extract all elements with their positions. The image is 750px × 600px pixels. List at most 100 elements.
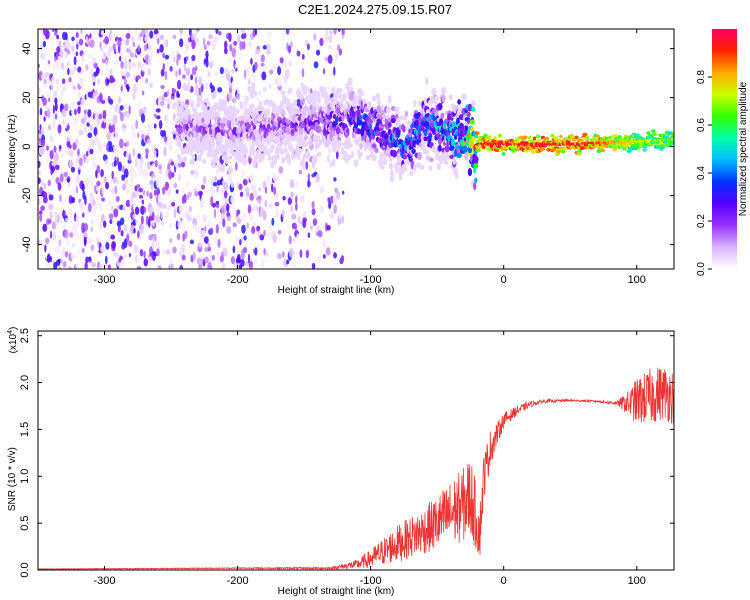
spectrogram-cell [419,164,425,170]
spectrogram-cell [260,258,265,269]
spectrogram-cell [104,255,108,265]
spectrogram-cell [311,201,315,209]
spectrogram-cell [187,77,191,85]
spectrogram-cell [198,96,203,104]
spectrogram-cell [162,249,166,255]
spectrogram-cell [207,246,211,252]
spectrogram-cell [331,158,336,167]
spectrogram-cell [135,119,139,130]
spectrogram-cell [38,87,41,96]
spectrogram-cell [413,164,417,172]
spectrogram-cell [41,126,45,135]
spectrogram-cell [64,251,69,258]
spectrogram-cell [146,190,149,197]
spectrogram-cell [232,222,237,228]
spectrogram-cell [75,51,79,57]
spectrogram-cell [142,169,148,178]
spectrogram-cell [294,223,298,231]
spectrogram-cell [84,158,90,164]
spectrogram-cell [140,158,145,164]
spectrogram-cell [153,149,157,160]
spectrogram-cell [112,124,116,134]
spectrogram-cell [128,78,132,88]
spectrogram-cell [255,139,260,145]
spectrogram-cell [608,135,612,140]
spectrogram-cell [248,40,252,48]
spectrogram-cell [347,143,353,148]
spectrogram-cell [81,265,85,269]
spectrogram-cell [70,252,74,259]
spectrogram-cell [219,254,225,263]
spectrogram-cell [114,59,117,67]
spectrogram-cell [186,214,192,222]
spectrogram-cell [223,247,228,257]
spectrogram-cell [112,116,118,125]
spectrogram-cell [158,120,163,130]
spectrogram-cell [290,146,295,154]
spectrogram-cell [342,190,345,195]
spectrogram-cell [138,166,144,176]
spectrogram-cell [250,82,256,91]
spectrogram-cell [327,154,331,164]
spectrogram-cell [83,237,87,247]
spectrogram-cell [108,213,114,220]
spectrogram-cell [175,189,179,194]
spectrogram-cell [209,114,215,121]
spectrogram-cell [388,156,393,162]
spectrogram-cell [178,173,182,182]
spectrogram-cell [553,136,559,140]
spectrogram-cell [96,164,101,174]
spectrogram-cell [42,40,47,48]
spectrogram-cell [240,29,246,35]
spectrogram-cell [380,165,385,170]
spectrogram-cell [69,132,72,140]
snr-series-line [38,367,674,570]
spectrogram-cell [240,258,245,268]
spectrogram-cell [291,153,296,160]
spectrogram-cell [287,197,293,205]
spectrogram-cell [68,207,73,218]
spectrogram-cell [202,175,207,184]
spectrogram-cell [238,183,243,191]
snr-y-tick-label: 1.5 [19,422,31,437]
spectrogram-cell [69,159,72,169]
spectrogram-cell [101,186,105,196]
spectrogram-cell [79,157,83,166]
spectrogram-cell [157,264,162,269]
spectrogram-cell [303,105,309,112]
spectrogram-cell [225,73,231,82]
spectrogram-cell [194,191,199,197]
spectrogram-cell [137,44,141,52]
spectrogram-cell [50,82,53,90]
spectrogram-cell [626,135,630,139]
spectrogram-cell [254,256,258,266]
spectrogram-cell [105,251,109,257]
spectrogram-cell [109,219,113,225]
spectrogram-cell [277,252,282,260]
spectrogram-cell [471,106,476,113]
spectrogram-cell [119,56,122,62]
spectrogram-cell [423,97,428,106]
spectrogram-cell [75,220,80,229]
spectrogram-cell [87,109,92,118]
spectrogram-cell [307,173,311,181]
spectrogram-cell [48,124,51,131]
spectrogram-cell [59,173,64,183]
spectrogram-cell [210,145,215,152]
spectrogram-cell [121,32,124,40]
spectrogram-cell [43,79,48,84]
spectrogram-cell [331,86,336,94]
snr-y-tick-label: 2.0 [19,375,31,390]
spectrogram-cell [523,148,529,153]
spectrogram-cell [138,187,144,193]
spectrogram-cell [356,109,361,118]
spectrogram-cell [46,91,51,99]
spectrogram-cell [126,233,130,243]
spectrogram-cell [213,35,219,43]
spectrogram-cell [232,191,236,199]
spectrogram-cell [125,38,130,46]
spectrogram-cell [57,258,61,263]
spectrogram-cell [250,148,256,156]
spectrogram-cell [54,113,58,120]
spectrogram-cell [93,62,98,69]
